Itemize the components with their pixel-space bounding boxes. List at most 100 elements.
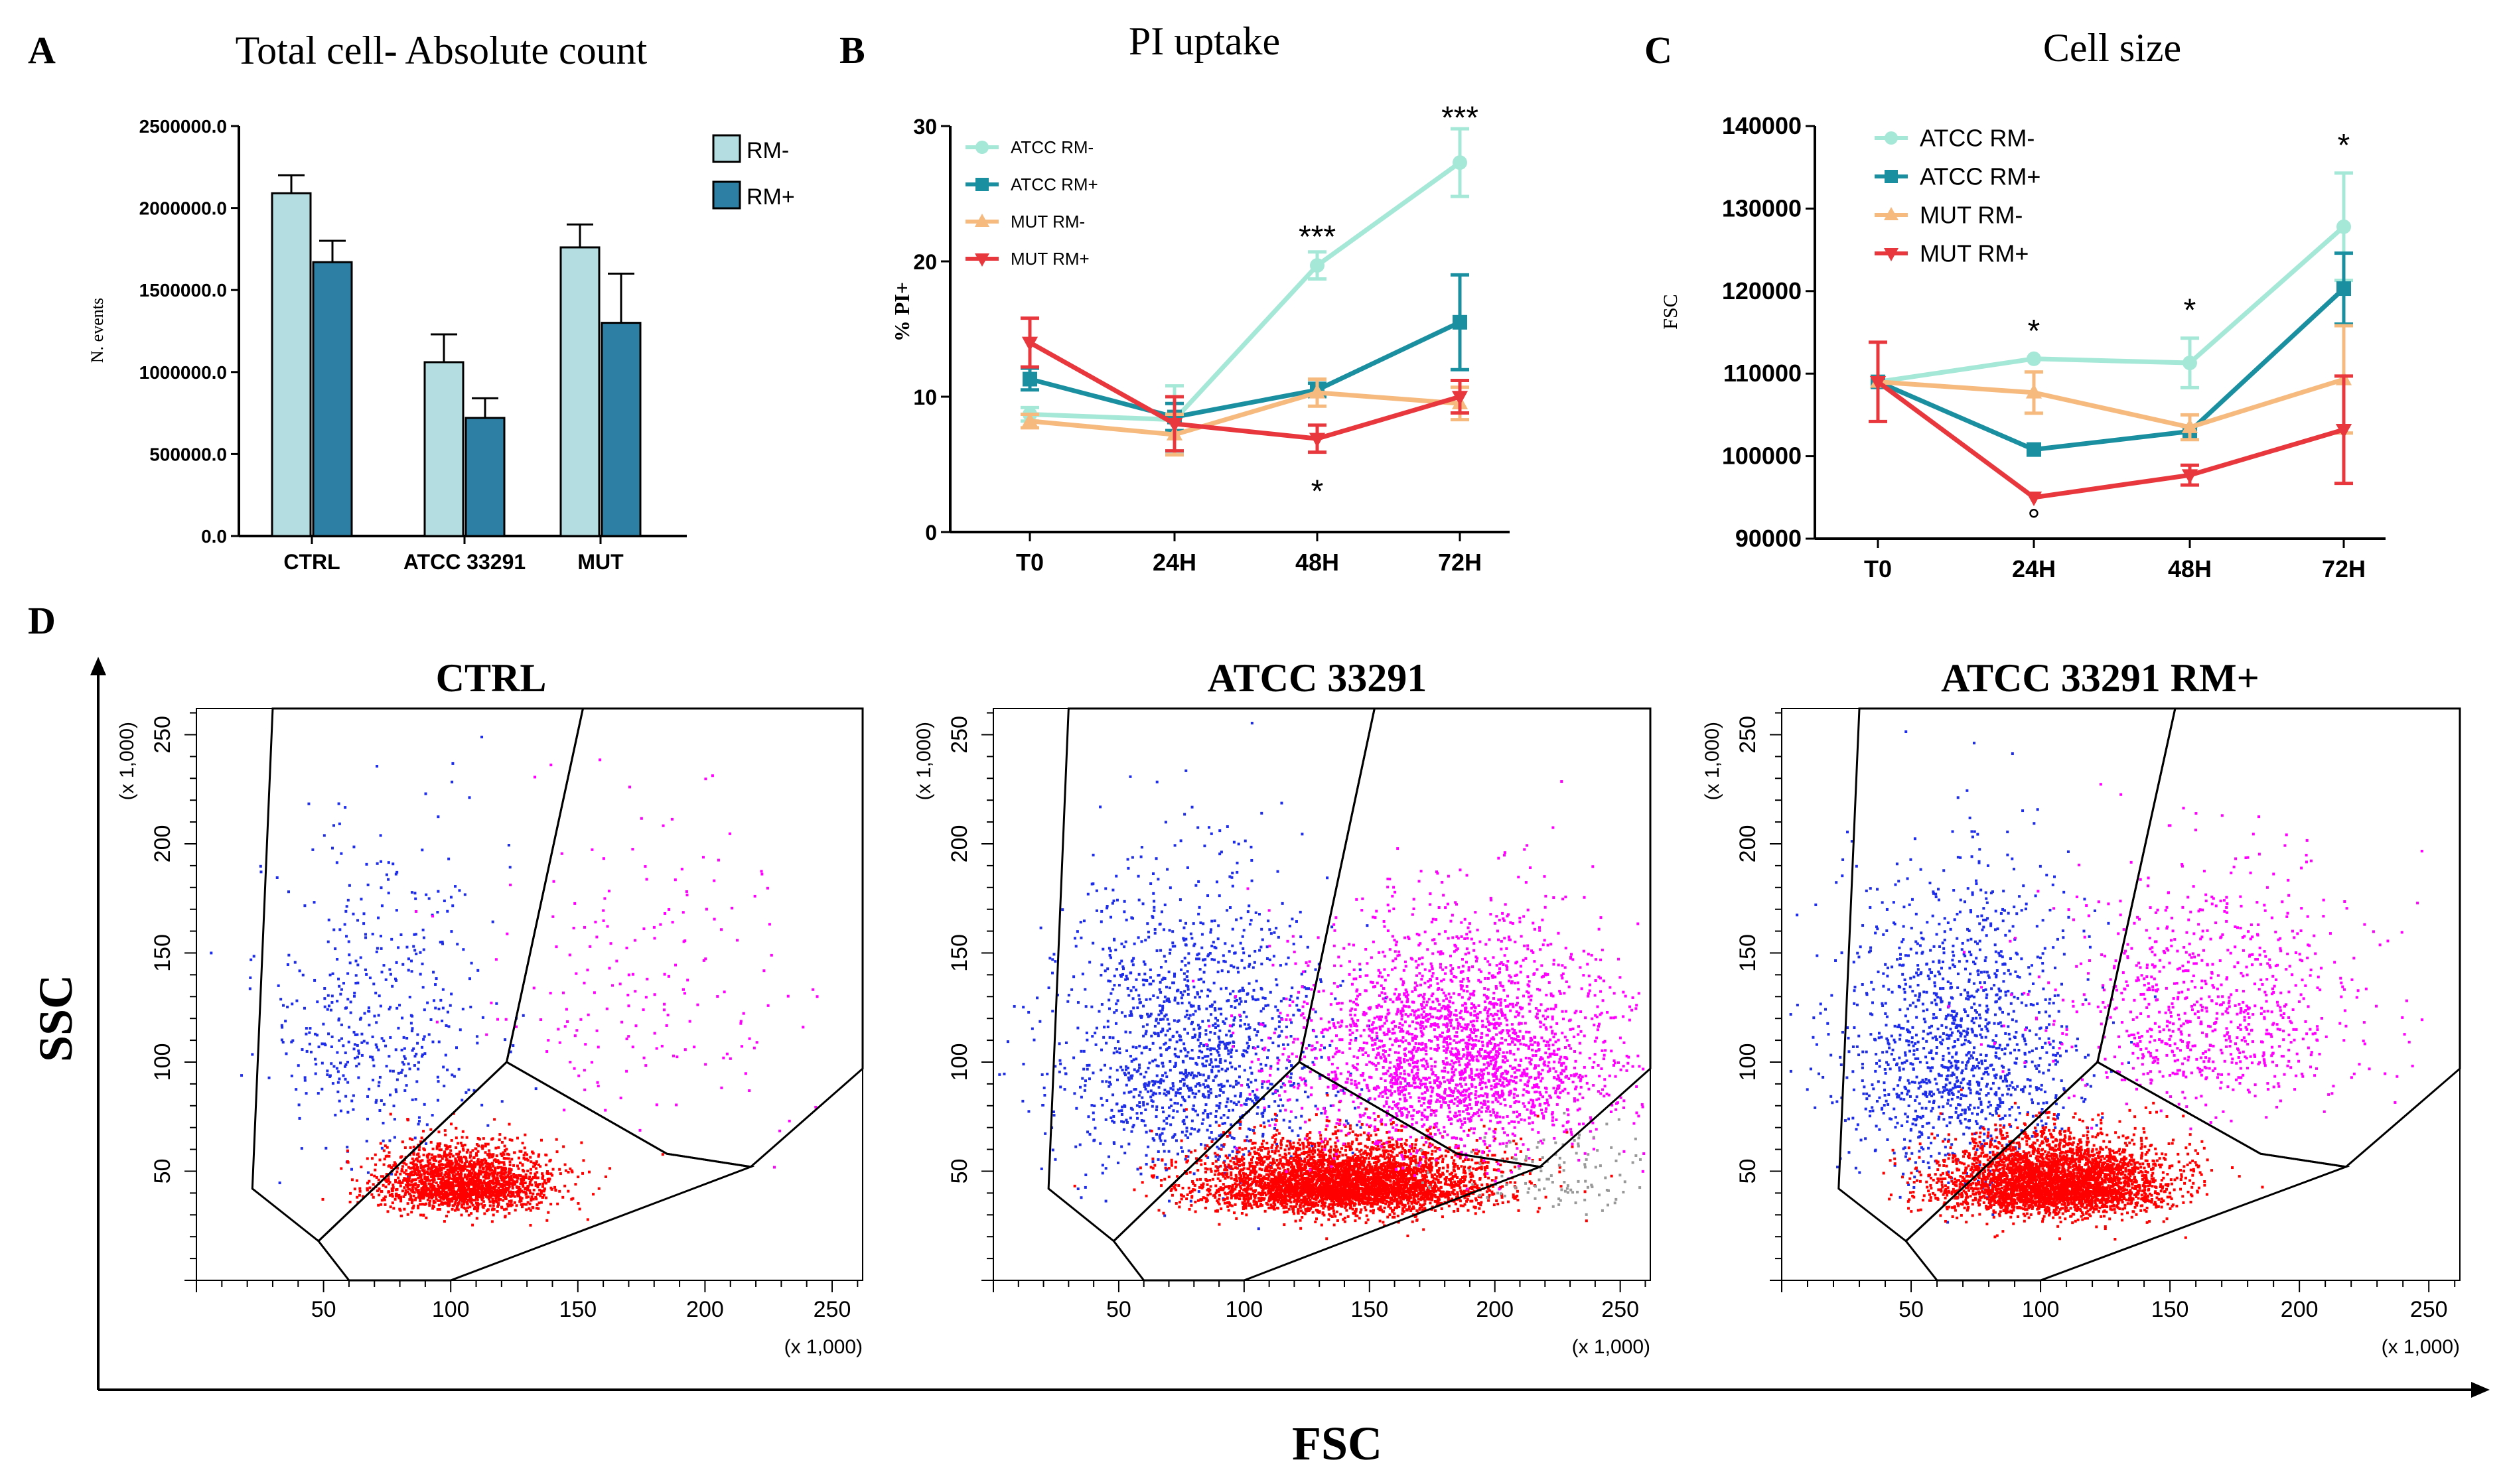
d2-dot bbox=[1176, 1102, 1179, 1105]
d1-dot bbox=[348, 1026, 351, 1029]
d1-dot bbox=[535, 1207, 538, 1210]
d1-dot bbox=[387, 861, 390, 864]
d2-dot bbox=[1157, 1032, 1160, 1035]
d2-dot bbox=[1346, 1122, 1350, 1125]
d2-dot bbox=[1125, 1065, 1128, 1068]
d2-dot bbox=[1210, 1004, 1213, 1008]
d2-dot bbox=[1105, 1080, 1108, 1083]
d1-dot bbox=[664, 911, 667, 915]
d2-dot bbox=[1168, 986, 1171, 990]
d2-dot bbox=[1165, 1093, 1168, 1097]
d1-dot bbox=[526, 1201, 530, 1204]
a-y-tick-label: 1500000.0 bbox=[139, 280, 227, 301]
d1-dot bbox=[518, 1196, 522, 1199]
d2-dot bbox=[1426, 1193, 1429, 1196]
d2-dot bbox=[1127, 1142, 1131, 1146]
d2-dot bbox=[1255, 1183, 1258, 1187]
d1-dot bbox=[387, 878, 390, 881]
d1-dot bbox=[518, 1200, 522, 1203]
d1-dot bbox=[446, 1179, 449, 1182]
d2-dot bbox=[1119, 975, 1123, 978]
d2-dot bbox=[1318, 1150, 1321, 1153]
d2-dot bbox=[1253, 1150, 1256, 1154]
d1-dot bbox=[539, 1165, 542, 1168]
d2-dot bbox=[1239, 1024, 1242, 1028]
d1-dot bbox=[722, 1056, 725, 1059]
d2-dot bbox=[1145, 1046, 1148, 1049]
d1-dot bbox=[417, 1189, 420, 1192]
d2-dot bbox=[1162, 1143, 1165, 1146]
d1-dot bbox=[340, 852, 343, 855]
d1-dot bbox=[454, 1201, 457, 1204]
d1-dot bbox=[433, 1178, 436, 1181]
d1-dot bbox=[322, 1022, 325, 1026]
d1-dot bbox=[280, 1024, 283, 1027]
d1-dot bbox=[438, 1190, 441, 1193]
d1-dot bbox=[441, 1006, 445, 1010]
d1-dot bbox=[322, 834, 326, 837]
d1-dot bbox=[516, 1136, 519, 1140]
d1-dot bbox=[674, 878, 677, 882]
d1-dot bbox=[427, 897, 431, 900]
d2-dot bbox=[1115, 1009, 1118, 1012]
d2-dot bbox=[1135, 1046, 1138, 1049]
d1-dot bbox=[275, 876, 279, 879]
d2-dot bbox=[1117, 1109, 1121, 1113]
d2-dot bbox=[1181, 1077, 1184, 1081]
d1-dot bbox=[437, 1199, 440, 1202]
d2-dot bbox=[1084, 1079, 1088, 1083]
d2-dot bbox=[1184, 1074, 1188, 1077]
c-y-tick-label: 100000 bbox=[1722, 442, 1802, 470]
d2-dot bbox=[1130, 1059, 1133, 1063]
d2-dot bbox=[1215, 880, 1218, 884]
d2-dot bbox=[1226, 1116, 1230, 1119]
d1-dot bbox=[475, 1154, 478, 1157]
d1-dot bbox=[259, 864, 262, 868]
d2-dot bbox=[1234, 1079, 1238, 1083]
d1-dot bbox=[285, 1052, 288, 1055]
d2-dot bbox=[1311, 1181, 1314, 1184]
d1-dot bbox=[547, 1211, 550, 1214]
d1-dot bbox=[392, 1105, 395, 1108]
d1-dot bbox=[461, 1197, 465, 1200]
d2-dot bbox=[1187, 1095, 1190, 1099]
d2-dot bbox=[1124, 940, 1127, 943]
d2-dot bbox=[1216, 1146, 1219, 1149]
d1-dot bbox=[548, 1160, 551, 1163]
d1-dot bbox=[387, 892, 390, 895]
d2-dot bbox=[1186, 970, 1189, 973]
d1-dot bbox=[503, 1193, 506, 1196]
d1-dot bbox=[421, 963, 424, 966]
d2-dot bbox=[1229, 1084, 1232, 1087]
d1-dot bbox=[470, 1159, 473, 1162]
d1-dot bbox=[314, 1072, 317, 1075]
d2-dot bbox=[1295, 1004, 1299, 1007]
d1-dot bbox=[466, 1169, 469, 1172]
d2-dot bbox=[1207, 1093, 1210, 1097]
d1-dot bbox=[423, 1176, 427, 1180]
d1-dot bbox=[394, 1162, 397, 1166]
d1-dot bbox=[655, 1047, 658, 1050]
d1-dot bbox=[421, 986, 425, 989]
d1-dot bbox=[413, 1183, 416, 1186]
d1-dot bbox=[531, 1205, 534, 1209]
d2-dot bbox=[1194, 1010, 1197, 1013]
d2-dot bbox=[1249, 1128, 1252, 1131]
d1-dot bbox=[362, 1195, 365, 1198]
d1-dot bbox=[357, 1049, 360, 1053]
d2-dot bbox=[1173, 998, 1177, 1002]
d2-dot bbox=[1289, 1076, 1293, 1079]
d2-dot bbox=[1184, 964, 1187, 967]
d2-dot bbox=[1260, 811, 1263, 815]
d1-dot bbox=[476, 1207, 480, 1210]
d1-dot bbox=[422, 1187, 425, 1190]
d2-dot bbox=[1237, 1081, 1240, 1085]
d1-dot bbox=[508, 866, 512, 869]
d1-dot bbox=[345, 905, 348, 908]
d1-dot bbox=[389, 1006, 392, 1009]
d2-dot bbox=[1161, 1065, 1165, 1068]
d1-dot bbox=[435, 1159, 438, 1162]
d2-dot bbox=[1207, 1019, 1210, 1022]
d1-dot bbox=[495, 1195, 498, 1198]
d1-dot bbox=[388, 1055, 391, 1058]
